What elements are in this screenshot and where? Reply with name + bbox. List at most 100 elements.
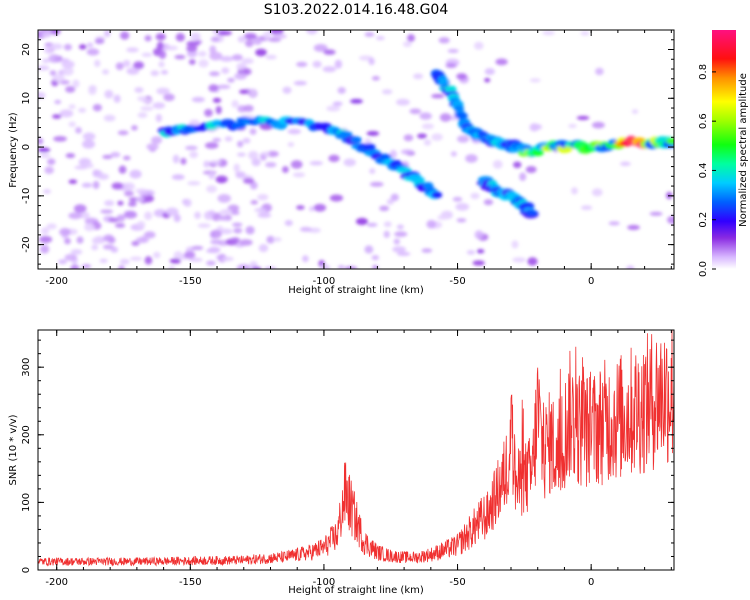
- spectrogram-noise-blob: [113, 94, 121, 103]
- spectrogram-noise-blob: [84, 223, 96, 232]
- spectrogram-noise-blob: [209, 45, 217, 54]
- spectrogram-noise-blob: [483, 199, 494, 206]
- spectrogram-noise-blob: [308, 206, 315, 212]
- spectrogram-noise-blob: [131, 240, 140, 246]
- spectrogram-noise-blob: [233, 227, 243, 234]
- spectrogram-noise-blob: [124, 182, 135, 191]
- spectrogram-noise-blob: [48, 54, 60, 63]
- spectrogram-noise-blob: [580, 31, 590, 36]
- spectrogram-noise-blob: [208, 246, 221, 254]
- spectrogram-noise-blob: [43, 188, 51, 194]
- spectrogram-noise-blob: [75, 126, 82, 134]
- colorbar-tick-label: 0.6: [698, 113, 709, 129]
- spectrogram-noise-blob: [81, 264, 92, 269]
- spectrogram-noise-blob: [144, 211, 153, 221]
- snr-series-line: [38, 330, 674, 567]
- spectrogram-noise-blob: [591, 121, 605, 129]
- spectrogram-noise-blob: [111, 182, 124, 190]
- y-tick-label: 0: [21, 144, 32, 150]
- spectrogram-noise-blob: [231, 100, 239, 108]
- spectrogram-noise-blob: [129, 169, 142, 179]
- spectrogram-noise-blob: [249, 88, 257, 98]
- spectrogram-noise-blob: [366, 131, 380, 137]
- spectrogram-noise-blob: [364, 138, 372, 145]
- spectrogram-noise-blob: [290, 160, 303, 169]
- spectrogram-noise-blob: [108, 217, 119, 223]
- spectrogram-noise-blob: [135, 188, 148, 193]
- x-tick-label: -200: [45, 276, 68, 287]
- spectrogram-noise-blob: [38, 65, 50, 71]
- spectrogram-noise-blob: [92, 180, 100, 190]
- spectrogram-noise-blob: [133, 61, 145, 70]
- spectrogram-noise-blob: [309, 160, 323, 166]
- spectrogram-noise-blob: [117, 200, 124, 206]
- spectrogram-noise-blob: [39, 244, 50, 254]
- spectrogram-noise-blob: [44, 166, 55, 174]
- spectrogram-noise-blob: [210, 36, 220, 43]
- spectrogram-noise-blob: [394, 231, 408, 237]
- y-tick-label: 0: [21, 567, 32, 573]
- spectrogram-noise-blob: [160, 70, 169, 75]
- spectrogram-noise-blob: [183, 198, 192, 207]
- spectrogram-noise-blob: [155, 114, 163, 123]
- snr-frame: [37, 329, 675, 571]
- spectrogram-image: [38, 30, 674, 269]
- x-tick-label: -50: [449, 577, 465, 588]
- spectrogram-noise-blob: [421, 123, 434, 130]
- spectrogram-noise-blob: [379, 205, 390, 212]
- spectrogram-noise-blob: [158, 61, 165, 68]
- spectrogram-noise-blob: [168, 265, 176, 269]
- spectrogram-noise-blob: [82, 139, 96, 149]
- spectrogram-noise-blob: [99, 258, 108, 263]
- spectrogram-noise-blob: [123, 190, 134, 197]
- spectrogram-noise-blob: [102, 154, 113, 159]
- spectrogram-noise-blob: [258, 244, 269, 253]
- spectrogram-noise-blob: [194, 211, 201, 220]
- spectrogram-noise-blob: [68, 179, 78, 184]
- spectrogram-noise-blob: [423, 139, 432, 146]
- spectrogram-noise-blob: [649, 211, 663, 216]
- spectrogram-feature-blob: [444, 85, 457, 93]
- spectrogram-noise-blob: [396, 98, 410, 106]
- spectrogram-noise-blob: [91, 244, 99, 251]
- spectrogram-noise-blob: [103, 114, 116, 122]
- x-tick-label: -100: [313, 577, 336, 588]
- spectrogram-noise-blob: [254, 207, 267, 213]
- spectrogram-noise-blob: [313, 203, 327, 212]
- spectrogram-noise-blob: [472, 260, 485, 266]
- colorbar-tick-label: 0.2: [698, 212, 709, 228]
- spectrogram-noise-blob: [137, 112, 148, 119]
- spectrogram-noise-blob: [80, 211, 90, 219]
- spectrogram-noise-blob: [152, 102, 166, 109]
- spectrogram-noise-blob: [287, 128, 302, 135]
- spectrogram-noise-blob: [334, 59, 343, 69]
- spectrogram-noise-blob: [447, 48, 459, 53]
- spectrogram-feature-blob: [455, 112, 468, 120]
- spectrogram-noise-blob: [231, 237, 240, 243]
- spectrogram-noise-blob: [329, 194, 344, 202]
- spectrogram-noise-blob: [242, 177, 255, 184]
- spectrogram-noise-blob: [626, 265, 635, 269]
- spectrogram-noise-blob: [117, 130, 129, 136]
- spectrogram-noise-blob: [198, 59, 209, 68]
- spectrogram-noise-blob: [484, 77, 491, 83]
- spectrogram-noise-blob: [313, 43, 328, 52]
- spectrogram-noise-blob: [452, 196, 463, 202]
- spectrogram-noise-blob: [512, 161, 522, 169]
- spectrogram-noise-blob: [421, 248, 433, 253]
- spectrogram-noise-blob: [627, 224, 640, 231]
- spectrogram-noise-blob: [104, 89, 114, 99]
- spectrogram-feature-blob: [438, 78, 450, 87]
- spectrogram-noise-blob: [302, 255, 309, 263]
- spectrogram-noise-blob: [224, 136, 233, 142]
- spectrogram-noise-blob: [189, 151, 198, 159]
- spectrogram-noise-blob: [191, 245, 204, 251]
- colorbar-ticks: 0.0 0.2 0.4 0.6 0.8: [698, 64, 716, 277]
- spectrogram-noise-blob: [396, 224, 404, 230]
- spectrogram-noise-blob: [251, 266, 262, 269]
- x-tick-label: -50: [449, 276, 465, 287]
- spectrogram-noise-blob: [456, 73, 468, 80]
- spectrogram-noise-blob: [216, 84, 231, 90]
- spectrogram-noise-blob: [257, 212, 272, 218]
